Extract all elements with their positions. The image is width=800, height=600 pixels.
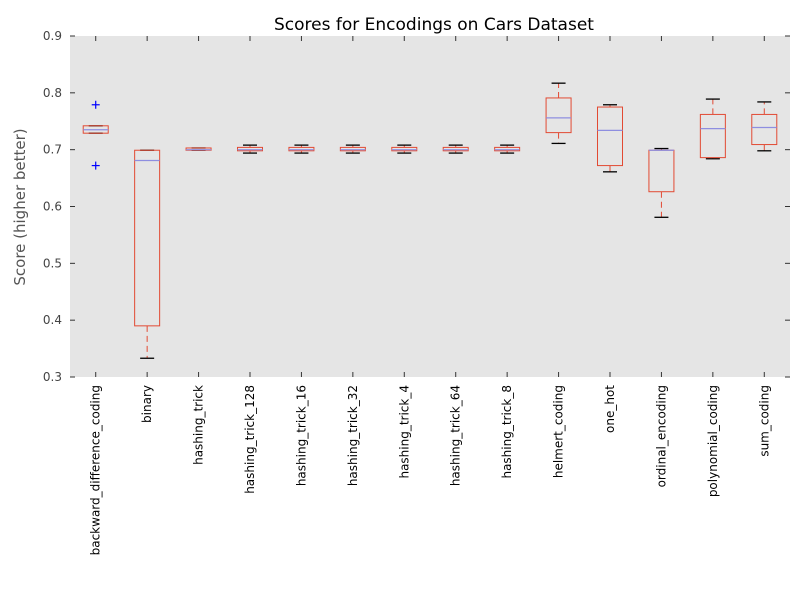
box-hashing_trick_8 — [494, 36, 521, 377]
box-series — [82, 36, 778, 377]
box-hashing_trick_4 — [391, 36, 418, 377]
box-hashing_trick_64 — [442, 36, 469, 377]
box-binary — [134, 36, 161, 377]
x-tick-label: hashing_trick — [192, 385, 206, 465]
y-tick-label: 0.9 — [43, 29, 62, 43]
x-tick-label: binary — [140, 385, 154, 423]
box-hashing_trick_128 — [237, 36, 263, 377]
y-tick-label: 0.7 — [43, 143, 62, 157]
x-tick-label: hashing_trick_8 — [500, 385, 514, 479]
box-helmert_coding — [545, 36, 572, 377]
y-tick-label: 0.4 — [43, 313, 62, 327]
y-tick-label: 0.3 — [43, 370, 62, 384]
x-axis-tick-labels: backward_difference_coding binary hashing_… — [89, 385, 772, 556]
box-sum_coding — [751, 36, 778, 377]
box-iqr — [134, 149, 161, 327]
x-tick-label: helmert_coding — [552, 385, 566, 478]
x-tick-label: polynomial_coding — [706, 385, 720, 497]
chart-title: Scores for Encodings on Cars Dataset — [274, 15, 594, 35]
y-tick-label: 0.8 — [43, 86, 62, 100]
x-tick-label: sum_coding — [757, 385, 771, 457]
box-polynomial_coding — [699, 36, 726, 377]
flier-point — [91, 161, 100, 170]
box-hashing_trick_32 — [339, 36, 366, 377]
box-iqr — [597, 106, 623, 167]
box-ordinal_encoding — [648, 36, 675, 377]
y-tick-label: 0.6 — [43, 200, 62, 214]
plot-area — [70, 36, 790, 377]
y-tick-label: 0.5 — [43, 256, 62, 270]
x-tick-label: hashing_trick_4 — [397, 385, 411, 479]
box-one_hot — [597, 36, 623, 377]
x-tick-label: one_hot — [603, 385, 617, 433]
x-tick-label: ordinal_encoding — [654, 385, 668, 487]
x-tick-label: hashing_trick_16 — [294, 385, 308, 486]
x-tick-label: backward_difference_coding — [89, 385, 103, 555]
box-backward_difference_coding — [82, 36, 109, 377]
box-iqr — [545, 97, 572, 134]
flier-point — [91, 100, 100, 109]
box-iqr — [751, 113, 778, 146]
y-axis-ticks: 0.3 0.4 0.5 0.6 0.7 0.8 0.9 — [43, 29, 790, 384]
x-tick-label: hashing_trick_128 — [243, 385, 257, 494]
x-tick-label: hashing_trick_64 — [449, 385, 463, 486]
box-hashing_trick_16 — [288, 36, 315, 377]
x-tick-label: hashing_trick_32 — [346, 385, 360, 486]
y-axis-label: Score (higher better) — [11, 128, 29, 285]
box-iqr — [699, 113, 726, 159]
box-hashing_trick — [185, 36, 212, 377]
